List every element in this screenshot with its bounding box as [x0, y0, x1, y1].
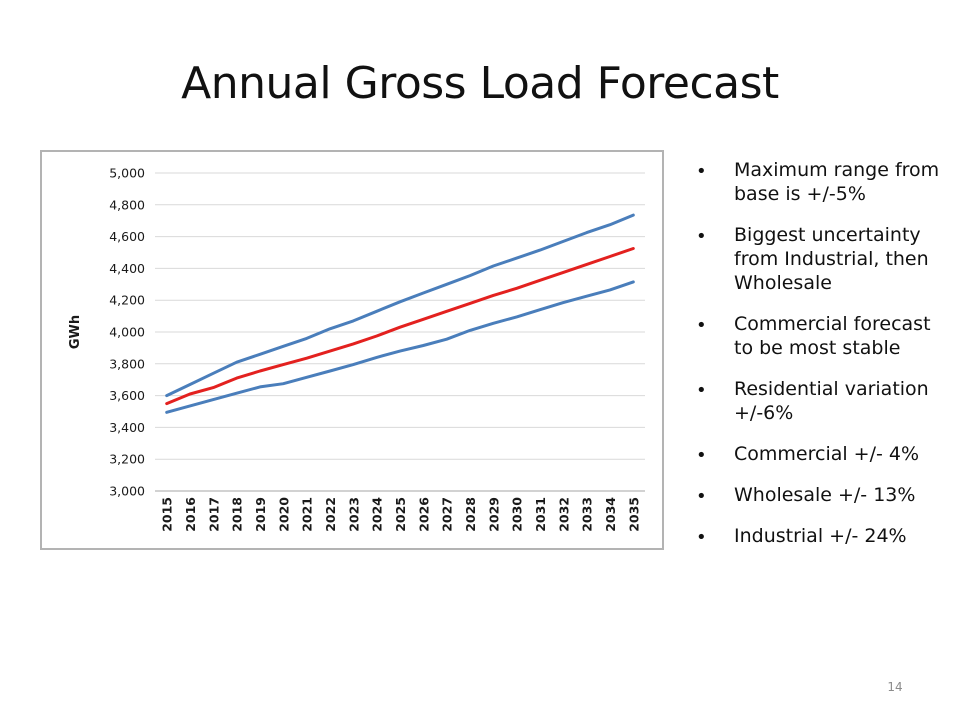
x-tick-label: 2025 — [393, 497, 408, 532]
y-tick-label: 3,400 — [109, 420, 145, 435]
x-tick-label: 2023 — [346, 497, 361, 532]
bullet-text: Residential variation +/-6% — [734, 378, 929, 424]
bullet-dot-icon: • — [696, 226, 707, 247]
y-tick-label: 5,000 — [109, 166, 145, 181]
y-tick-label: 4,400 — [109, 261, 145, 276]
bullet-dot-icon: • — [696, 161, 707, 182]
bullet-dot-icon: • — [696, 445, 707, 466]
y-tick-label: 3,800 — [109, 356, 145, 371]
x-tick-label: 2015 — [160, 497, 175, 532]
y-tick-label: 3,000 — [109, 484, 145, 499]
x-tick-label: 2021 — [300, 497, 315, 532]
x-tick-label: 2035 — [626, 497, 641, 532]
bullet-dot-icon: • — [696, 315, 707, 336]
series-lines — [165, 213, 635, 414]
bullet-item: • Biggest uncertainty from Industrial, th… — [688, 223, 950, 295]
y-tick-label: 3,200 — [109, 452, 145, 467]
x-tick-label: 2018 — [230, 497, 245, 532]
chart-frame: 3,000 3,200 3,400 3,600 3,800 4,000 4,200 4,400… — [40, 150, 664, 550]
line-chart: 3,000 3,200 3,400 3,600 3,800 4,000 4,200 4,400… — [68, 166, 645, 532]
series-line-3 — [165, 280, 635, 414]
x-tick-label: 2034 — [603, 497, 618, 532]
x-tick-label: 2032 — [556, 497, 571, 532]
y-tick-label: 3,600 — [109, 388, 145, 403]
bullet-dot-icon: • — [696, 380, 707, 401]
x-tick-label: 2017 — [206, 497, 221, 532]
bullet-item: • Commercial +/- 4% — [688, 442, 950, 466]
bullet-dot-icon: • — [696, 486, 707, 507]
x-tick-label: 2030 — [510, 497, 525, 532]
x-tick-label: 2031 — [533, 497, 548, 532]
bullet-text: Industrial +/- 24% — [734, 525, 907, 547]
x-tick-label: 2026 — [416, 497, 431, 532]
x-tick-label: 2019 — [253, 497, 268, 532]
gridlines — [155, 172, 645, 492]
x-tick-label: 2020 — [276, 497, 291, 532]
x-tick-labels: 2015 2016 2017 2018 2019 2020 2021 2022 2023 2024… — [160, 497, 642, 532]
bullet-text: Biggest uncertainty from Industrial, the… — [734, 224, 929, 294]
bullet-item: • Residential variation +/-6% — [688, 377, 950, 425]
x-tick-label: 2027 — [440, 497, 455, 532]
bullet-list: • Maximum range from base is +/-5% • Bigges… — [688, 158, 950, 565]
bullet-item: • Wholesale +/- 13% — [688, 483, 950, 507]
bullet-text: Maximum range from base is +/-5% — [734, 159, 940, 205]
x-tick-label: 2028 — [463, 497, 478, 532]
x-tick-label: 2016 — [183, 497, 198, 532]
x-tick-label: 2033 — [580, 497, 595, 532]
x-tick-label: 2022 — [323, 497, 338, 532]
slide-title: Annual Gross Load Forecast — [181, 58, 779, 109]
y-tick-label: 4,200 — [109, 293, 145, 308]
series-line-1 — [165, 213, 635, 398]
series-line-2 — [165, 247, 635, 406]
bullet-text: Commercial forecast to be most stable — [734, 313, 931, 359]
y-tick-label: 4,600 — [109, 229, 145, 244]
y-axis-label: GWh — [68, 315, 83, 349]
bullet-item: • Commercial forecast to be most stable — [688, 312, 950, 360]
page-number: 14 — [887, 680, 903, 694]
x-tick-label: 2024 — [370, 497, 385, 532]
y-tick-label: 4,000 — [109, 325, 145, 340]
bullet-item: • Industrial +/- 24% — [688, 524, 950, 548]
bullet-text: Wholesale +/- 13% — [734, 484, 916, 506]
x-tick-label: 2029 — [486, 497, 501, 532]
bullet-item: • Maximum range from base is +/-5% — [688, 158, 950, 206]
bullet-text: Commercial +/- 4% — [734, 443, 920, 465]
bullet-dot-icon: • — [696, 527, 707, 548]
y-tick-labels: 3,000 3,200 3,400 3,600 3,800 4,000 4,200 4,400… — [109, 166, 145, 499]
y-tick-label: 4,800 — [109, 197, 145, 212]
